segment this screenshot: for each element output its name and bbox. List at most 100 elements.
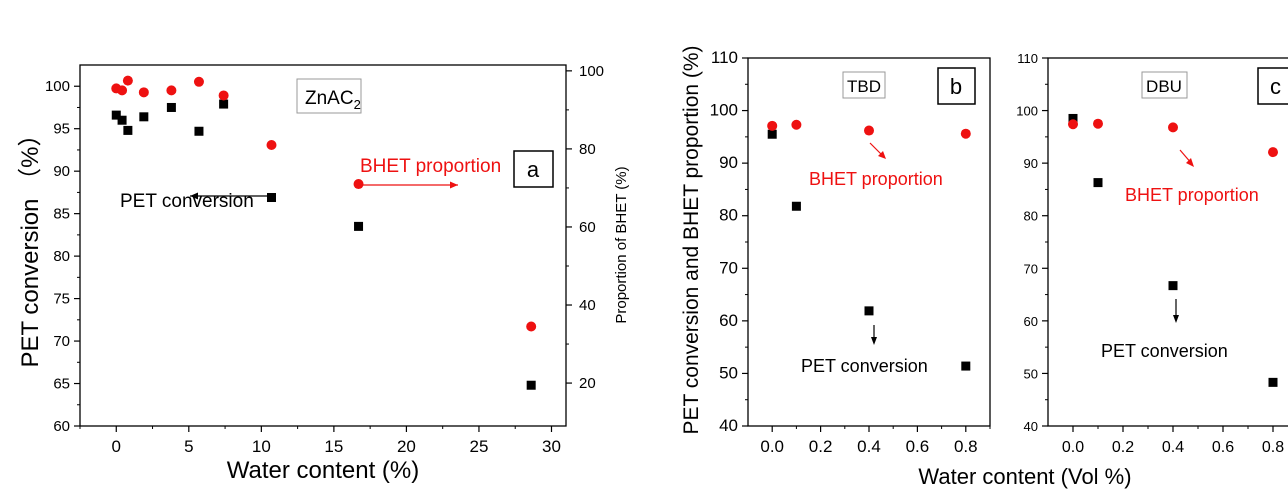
bhet-proportion-point [960,128,971,139]
x-tick-label: 10 [252,437,271,456]
y-tick-label: 90 [719,153,738,172]
annotation-bhet-a: BHET proportion [360,156,501,177]
x-tick-label: 30 [542,437,561,456]
annotation-bhet-c: BHET proportion [1125,185,1259,205]
panel-letter-box-b [937,67,976,105]
x-tick-label: 0 [112,437,121,456]
y-tick-label: 110 [1017,51,1038,66]
pet-conversion-point [194,126,204,136]
bhet-proportion-point [1168,122,1178,133]
y-tick-label: 50 [1024,366,1038,381]
panel-letter-b: b [950,74,962,99]
y-tick-label: 50 [719,363,738,382]
x-tick-label: 15 [324,437,343,456]
panel-letter-box-c [1257,67,1288,105]
panel-b-points [767,119,971,371]
pet-conversion-point [791,201,801,211]
y-tick-label: 80 [719,206,738,225]
arrowhead-pet-b [871,337,877,345]
pet-conversion-point [354,221,364,231]
y2-tick-label: 80 [579,141,596,158]
x-tick-label: 0.0 [1062,439,1084,456]
y-tick-label: 70 [719,258,738,277]
y-tick-label: 100 [1016,104,1038,119]
catalyst-box-c [1141,71,1188,99]
y-tick-label: 40 [719,416,738,435]
pet-conversion-point [266,193,276,203]
panel-letter-c: c [1270,74,1281,99]
panel-c-points [1068,113,1278,387]
panel-c: 0.0 0.2 0.4 0.6 0.8 40 50 60 70 80 90 100 110 DBU c… [1016,51,1288,456]
y-tick-label: 90 [1024,156,1038,171]
y-tick-label: 65 [53,376,70,393]
bhet-proportion-point [526,321,537,332]
y2-tick-label: 20 [579,375,596,392]
y-tick-label: 60 [719,311,738,330]
pet-conversion-point [1268,377,1278,387]
pet-conversion-point [1093,178,1103,188]
annotation-bhet-b: BHET proportion [809,169,943,189]
x-tick-label: 20 [397,437,416,456]
y-tick-label: 110 [711,48,738,67]
arrowhead-bhet-c [1186,158,1194,167]
y-tick-label: 60 [1024,314,1038,329]
annotation-pet-a: PET conversion [120,191,254,212]
pet-conversion-point [526,380,536,390]
panel-c-frame [1047,57,1288,427]
y-tick-label: 70 [53,333,70,350]
bhet-proportion-point [1268,147,1278,158]
x-tick-label: 25 [469,437,488,456]
panel-b: 0.0 0.2 0.4 0.6 0.8 40 50 60 70 80 90 100 110 PET c… [680,45,991,456]
bhet-proportion-point [218,90,229,101]
pet-conversion-point [117,115,127,125]
bhet-proportion-point [1068,119,1078,130]
panel-letter-box-a [513,150,554,188]
panel-c-y-ticks: 40 50 60 70 80 90 100 110 [1016,51,1048,434]
bhet-proportion-point [193,76,204,87]
x-tick-label: 0.8 [954,437,978,456]
x-tick-label: 0.6 [1212,439,1234,456]
shared-xlabel: Water content (Vol %) [918,464,1131,489]
bhet-proportion-point [1093,118,1103,129]
bhet-proportion-point [791,119,802,130]
annotation-pet-c: PET conversion [1101,341,1228,361]
panel-a: 0 5 10 15 20 25 30 60 65 70 75 80 85 90 95 100 20 40 60 8… [17,63,630,484]
y2-tick-label: 60 [579,219,596,236]
pet-conversion-point [219,99,229,109]
catalyst-box-b [842,71,886,99]
bhet-proportion-point [864,125,874,136]
x-tick-label: 0.4 [1162,439,1184,456]
x-tick-label: 0.4 [857,437,881,456]
y-tick-label: 70 [1024,261,1038,276]
y2-tick-label: 40 [579,297,596,314]
pet-conversion-point [1068,113,1078,123]
x-tick-label: 0.0 [760,437,784,456]
x-tick-label: 0.6 [906,437,930,456]
panel-a-y2label: Proportion of BHET (%) [613,166,630,323]
y-tick-label: 95 [53,121,70,138]
panel-a-y2-ticks: 20 40 60 80 100 [566,63,604,392]
pet-conversion-point [166,102,176,112]
panel-b-x-ticks: 0.0 0.2 0.4 0.6 0.8 [760,426,991,456]
x-tick-label: 0.8 [1262,439,1284,456]
catalyst-box-a [296,78,362,114]
panel-b-ylabel: PET conversion and BHET proportion (%) [680,45,703,434]
arrowhead-pet-c [1173,315,1179,323]
panel-c-x-ticks: 0.0 0.2 0.4 0.6 0.8 [1062,426,1284,456]
y-tick-label: 40 [1024,419,1038,434]
catalyst-label-a: ZnAC2 [305,88,361,112]
bhet-proportion-point [138,87,149,98]
x-tick-label: 0.2 [809,437,833,456]
bhet-proportion-point [353,179,364,190]
bhet-proportion-point [166,85,177,96]
y2-tick-label: 100 [579,63,604,80]
y-tick-label: 60 [53,418,70,435]
annotation-pet-b: PET conversion [801,356,928,376]
panel-a-ylabel: PET conversion （%） [17,123,44,368]
panel-a-x-ticks: 0 5 10 15 20 25 30 [79,426,561,456]
arrowhead-pet-a [190,192,198,200]
arrowhead-bhet-b [878,151,886,159]
y-tick-label: 80 [53,248,70,265]
pet-conversion-point [767,129,777,139]
